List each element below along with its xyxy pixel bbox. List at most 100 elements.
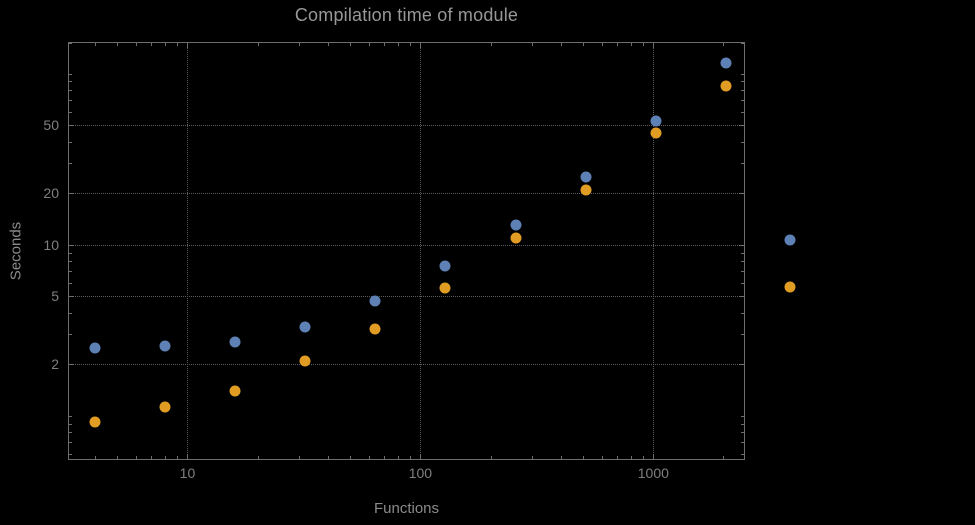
y-minor-tick xyxy=(741,282,744,284)
x-minor-tick xyxy=(397,456,399,459)
y-major-tick xyxy=(69,296,74,298)
data-point-series-1-blue xyxy=(439,260,451,272)
x-minor-tick xyxy=(583,456,585,459)
y-minor-tick xyxy=(69,261,72,263)
x-minor-tick xyxy=(164,43,166,46)
y-minor-tick xyxy=(741,90,744,92)
x-minor-tick xyxy=(298,456,300,459)
y-gridline xyxy=(69,125,744,127)
x-minor-tick xyxy=(490,43,492,46)
y-minor-tick xyxy=(741,43,744,45)
x-minor-tick xyxy=(176,456,178,459)
x-tick-label: 100 xyxy=(408,465,433,481)
x-minor-tick xyxy=(409,456,411,459)
data-point-series-2-orange xyxy=(159,401,171,413)
x-major-tick xyxy=(187,43,189,48)
y-major-tick xyxy=(69,125,74,127)
x-minor-tick xyxy=(531,456,533,459)
data-point-series-2-orange xyxy=(369,323,381,335)
data-point-series-1-blue xyxy=(159,340,171,352)
y-major-tick xyxy=(69,193,74,195)
y-tick-label: 50 xyxy=(43,117,59,134)
y-minor-tick xyxy=(69,141,72,143)
x-minor-tick xyxy=(384,43,386,46)
y-minor-tick xyxy=(741,163,744,165)
y-minor-tick xyxy=(741,100,744,102)
data-point-series-2-orange xyxy=(299,355,311,367)
x-minor-tick xyxy=(601,43,603,46)
x-minor-tick xyxy=(257,43,259,46)
y-minor-tick xyxy=(741,81,744,83)
x-gridline xyxy=(187,43,189,459)
y-major-tick xyxy=(69,244,74,246)
y-gridline xyxy=(69,364,744,366)
y-minor-tick xyxy=(69,432,72,434)
legend-point-blue xyxy=(784,234,796,246)
x-minor-tick xyxy=(630,456,632,459)
x-major-tick xyxy=(653,43,655,48)
x-minor-tick xyxy=(368,456,370,459)
y-major-tick xyxy=(739,296,744,298)
data-point-series-1-blue xyxy=(580,171,592,183)
chart-title: Compilation time of module xyxy=(294,5,519,25)
y-minor-tick xyxy=(69,334,72,336)
x-minor-tick xyxy=(117,456,119,459)
x-minor-tick xyxy=(368,43,370,46)
data-point-series-1-blue xyxy=(89,342,101,354)
y-minor-tick xyxy=(69,415,72,417)
y-minor-tick xyxy=(69,100,72,102)
x-minor-tick xyxy=(583,43,585,46)
legend-point-orange xyxy=(784,281,796,293)
y-minor-tick xyxy=(741,252,744,254)
y-minor-tick xyxy=(741,271,744,273)
x-minor-tick xyxy=(176,43,178,46)
x-minor-tick xyxy=(490,456,492,459)
y-minor-tick xyxy=(69,81,72,83)
data-point-series-1-blue xyxy=(299,321,311,333)
y-tick-label: 20 xyxy=(43,185,59,202)
x-minor-tick xyxy=(135,43,137,46)
x-minor-tick xyxy=(560,456,562,459)
x-minor-tick xyxy=(327,43,329,46)
x-minor-tick xyxy=(117,43,119,46)
y-minor-tick xyxy=(69,252,72,254)
x-minor-tick xyxy=(327,456,329,459)
y-gridline xyxy=(69,296,744,298)
x-minor-tick xyxy=(723,43,725,46)
y-minor-tick xyxy=(69,453,72,455)
x-tick-label: 1000 xyxy=(637,465,669,481)
data-point-series-2-orange xyxy=(510,232,521,244)
x-major-tick xyxy=(420,43,422,48)
y-tick-label: 5 xyxy=(51,288,59,305)
y-minor-tick xyxy=(69,163,72,165)
data-point-series-1-blue xyxy=(229,336,241,348)
y-minor-tick xyxy=(69,442,72,444)
x-minor-tick xyxy=(135,456,137,459)
y-minor-tick xyxy=(69,271,72,273)
x-tick-label: 10 xyxy=(179,465,196,481)
data-point-series-2-orange xyxy=(439,282,451,294)
x-minor-tick xyxy=(94,43,96,46)
x-axis-label: Functions xyxy=(373,500,440,517)
x-minor-tick xyxy=(94,456,96,459)
x-minor-tick xyxy=(257,456,259,459)
y-minor-tick xyxy=(69,312,72,314)
x-major-tick xyxy=(420,454,422,459)
x-minor-tick xyxy=(350,456,352,459)
data-point-series-1-blue xyxy=(510,219,521,231)
y-major-tick xyxy=(739,364,744,366)
y-minor-tick xyxy=(69,423,72,425)
y-minor-tick xyxy=(741,423,744,425)
x-gridline xyxy=(420,43,422,459)
y-gridline xyxy=(69,193,744,195)
y-major-tick xyxy=(739,125,744,127)
y-minor-tick xyxy=(741,415,744,417)
y-minor-tick xyxy=(69,111,72,113)
x-minor-tick xyxy=(617,43,619,46)
x-minor-tick xyxy=(151,43,153,46)
x-minor-tick xyxy=(617,456,619,459)
x-minor-tick xyxy=(642,43,644,46)
x-major-tick xyxy=(653,454,655,459)
x-minor-tick xyxy=(723,456,725,459)
